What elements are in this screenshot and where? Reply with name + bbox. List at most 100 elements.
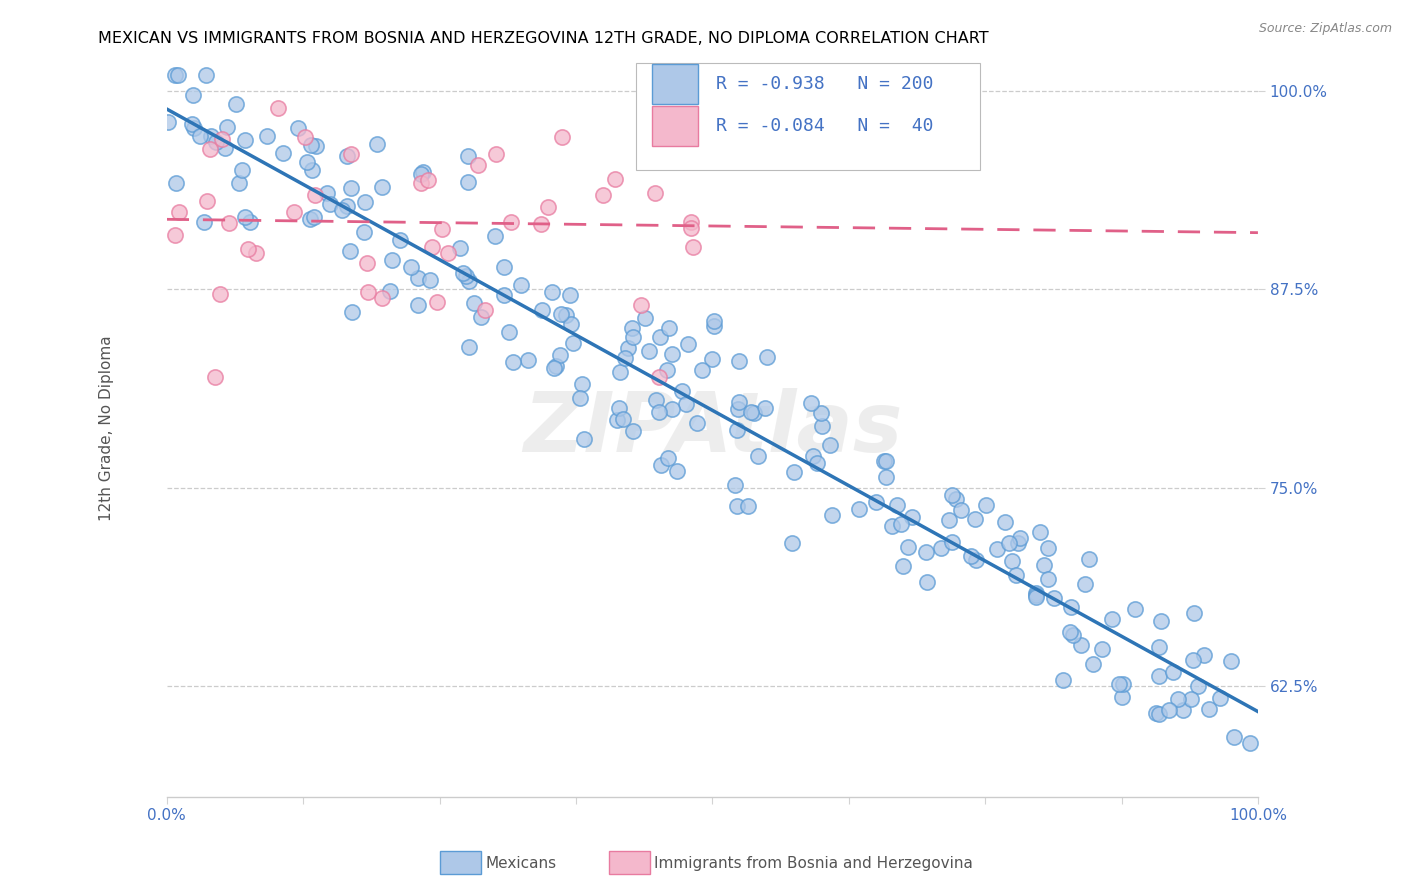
Point [848,502,870,516]
Point [811,419,834,434]
Point [218,216,240,230]
Point [644,393,666,408]
Point [616,341,638,355]
Point [233,133,256,147]
FancyBboxPatch shape [652,64,699,103]
Point [371,291,394,305]
Point [1171,703,1194,717]
Point [686,416,709,430]
Point [974,498,997,512]
Point [661,402,683,417]
Point [1144,706,1167,720]
Point [1123,602,1146,616]
Point [558,288,581,302]
Point [737,500,759,514]
Point [886,498,908,512]
Point [419,273,441,287]
Point [353,195,375,210]
Point [294,130,316,145]
Point [562,335,585,350]
Point [388,233,411,247]
Point [236,242,259,256]
Point [457,274,479,288]
Point [865,495,887,509]
Point [426,295,449,310]
Point [451,266,474,280]
Point [728,395,751,409]
Point [198,142,221,156]
Point [800,396,823,410]
Point [537,200,560,214]
Point [463,296,485,310]
Point [1182,653,1205,667]
Point [157,115,180,129]
Point [609,401,631,415]
Point [1038,572,1060,586]
Point [484,229,506,244]
Point [449,241,471,255]
Point [267,101,290,115]
Text: ZIPAtlas: ZIPAtlas [523,388,903,468]
Point [965,552,987,566]
Point [295,155,318,169]
Point [1112,677,1135,691]
Point [780,536,803,550]
Point [406,298,429,312]
Point [356,256,378,270]
Point [1149,615,1171,629]
Point [572,432,595,446]
Point [208,287,231,301]
Point [644,186,666,201]
Point [1005,568,1028,582]
Point [366,136,388,151]
Point [634,310,657,325]
Point [340,304,363,318]
Point [492,288,515,302]
Point [335,199,357,213]
Point [724,478,747,492]
Point [1223,731,1246,745]
Point [754,401,776,415]
Point [353,225,375,239]
Point [994,515,1017,529]
Point [163,69,186,83]
Point [165,176,187,190]
Point [214,141,236,155]
Point [702,351,724,366]
Point [1042,591,1064,605]
Point [965,511,987,525]
Point [457,149,479,163]
Point [666,464,689,478]
Point [273,145,295,160]
Point [181,117,204,131]
Point [217,120,239,134]
Point [167,69,190,83]
Point [941,534,963,549]
Point [340,147,363,161]
Point [891,558,914,573]
Point [818,438,841,452]
Point [165,227,187,242]
Point [915,575,938,590]
Point [239,215,262,229]
Point [1111,690,1133,704]
Point [938,513,960,527]
Point [225,97,247,112]
Point [676,337,699,351]
Point [200,129,222,144]
Point [810,406,832,420]
Point [1184,606,1206,620]
Point [783,466,806,480]
Point [621,424,644,438]
Point [339,244,361,258]
Point [657,363,679,377]
Point [682,240,704,254]
Point [502,355,524,369]
Point [194,69,217,83]
Point [499,215,522,229]
Point [960,549,983,563]
Point [1001,554,1024,568]
Point [592,188,614,202]
Point [1147,669,1170,683]
Point [679,215,702,229]
